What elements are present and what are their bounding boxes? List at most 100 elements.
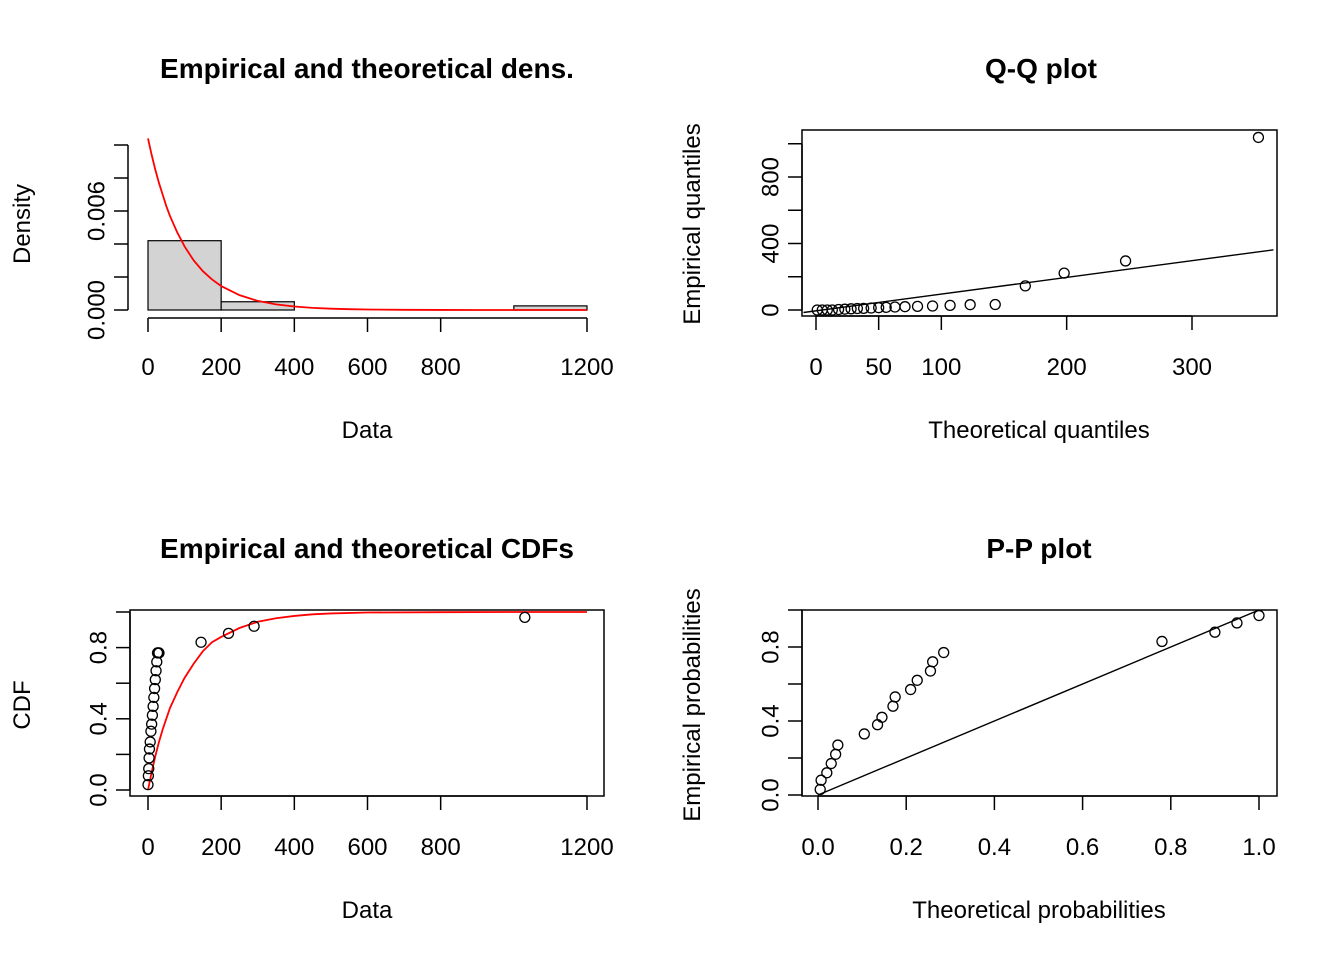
cdf-point	[145, 725, 157, 737]
pp-y-tick-label: 0.8	[757, 630, 784, 663]
density-xlabel: Data	[342, 417, 393, 444]
qq-point	[926, 300, 939, 312]
pp-y-tick-label: 0.0	[757, 778, 784, 811]
qq-y-tick-label: 800	[757, 157, 784, 197]
qq-point	[911, 300, 924, 312]
qq-title: Q-Q plot	[985, 53, 1097, 84]
qq-point	[845, 303, 857, 315]
pp-point	[924, 665, 937, 677]
density-y-tick-label: 0.006	[83, 181, 110, 241]
pp-point	[832, 739, 844, 751]
pp-point	[911, 674, 923, 686]
qq-xlabel: Theoretical quantiles	[928, 417, 1149, 444]
cdf-point	[146, 718, 158, 730]
qq-ylabel: Empirical quantiles	[679, 123, 706, 324]
qq-point	[1019, 280, 1031, 292]
pp-point	[876, 711, 888, 723]
pp-xlabel: Theoretical probabilities	[912, 897, 1165, 924]
qq-point	[857, 302, 870, 314]
cdf-point	[148, 691, 160, 704]
pp-plot-box	[801, 609, 1278, 797]
cdf-point	[148, 682, 161, 695]
pp-x-tick-label: 0.6	[1066, 834, 1099, 861]
cdf-point	[153, 647, 165, 659]
cdf-point	[142, 770, 155, 782]
cdf-panel: Empirical and theoretical CDFs Data CDF …	[9, 533, 614, 924]
cdf-plot-area: 0 200 400 600 800 1200 0.0 0.4 0.8	[85, 609, 614, 861]
pp-y-tick-label: 0.4	[757, 704, 784, 737]
cdf-xlabel: Data	[342, 897, 393, 924]
qq-point	[826, 304, 838, 316]
cdf-x-tick-label: 1200	[560, 834, 613, 861]
density-title: Empirical and theoretical dens.	[160, 53, 574, 84]
pp-point	[1253, 609, 1265, 622]
pp-panel: P-P plot Theoretical probabilities Empir…	[679, 533, 1278, 924]
cdf-x-tick-label: 200	[201, 834, 241, 861]
pp-point	[904, 683, 917, 696]
cdf-x-tick-label: 0	[141, 834, 154, 861]
cdf-x-tick-label: 400	[274, 834, 314, 861]
pp-point	[821, 767, 833, 779]
density-x-tick-label: 600	[347, 354, 387, 381]
pp-point	[1156, 635, 1168, 648]
cdf-point	[248, 620, 260, 632]
qq-x-tick-label: 300	[1172, 354, 1212, 381]
cdf-theoretical-curve	[147, 611, 587, 791]
cdf-x-tick-label: 600	[347, 834, 387, 861]
pp-point	[1231, 617, 1243, 629]
qq-x-tick-label: 200	[1047, 354, 1087, 381]
qq-point	[899, 301, 911, 313]
qq-point	[944, 299, 956, 311]
qq-point	[865, 302, 877, 314]
cdf-point	[150, 665, 162, 677]
pp-line-group	[817, 610, 1261, 796]
cdf-y-tick-label: 0.8	[85, 631, 112, 664]
cdf-point	[147, 700, 159, 712]
qq-x-tick-label: 0	[809, 354, 822, 381]
cdf-title: Empirical and theoretical CDFs	[160, 533, 574, 564]
pp-point	[887, 700, 899, 712]
cdf-y-tick-label: 0.0	[85, 773, 112, 806]
cdf-y-tick-label: 0.4	[85, 702, 112, 735]
qq-plot-area: 0 50 100 200 300 0 400 800	[757, 129, 1278, 381]
cdf-point	[142, 779, 154, 791]
cdf-x-tick-label: 800	[421, 834, 461, 861]
density-panel: Empirical and theoretical dens. Data Den…	[9, 53, 614, 444]
pp-x-tick-label: 0.0	[801, 834, 834, 861]
qq-point	[851, 302, 864, 315]
pp-title: P-P plot	[986, 533, 1091, 564]
pp-point	[927, 656, 939, 668]
histogram-bar	[147, 240, 222, 311]
cdf-point	[143, 762, 155, 775]
cdf-point	[143, 752, 155, 764]
pp-point	[858, 728, 870, 740]
density-x-tick-label: 800	[421, 354, 461, 381]
pp-point	[815, 774, 827, 786]
cdf-point	[149, 673, 161, 686]
density-y-tick-label: 0.000	[83, 280, 110, 340]
qq-point	[832, 303, 845, 316]
density-x-tick-label: 1200	[560, 354, 613, 381]
qq-point	[821, 304, 833, 316]
pp-x-tick-label: 0.4	[978, 834, 1011, 861]
qq-point	[1058, 267, 1070, 279]
qq-point	[989, 298, 1001, 311]
pp-point	[1209, 626, 1221, 638]
density-curve	[147, 138, 587, 311]
cdf-point	[143, 743, 156, 755]
qq-point	[873, 302, 885, 314]
density-curve-group	[147, 138, 587, 311]
pp-point	[871, 719, 884, 731]
qq-y-tick-label: 0	[757, 303, 784, 316]
density-ylabel: Density	[9, 184, 36, 264]
pp-x-tick-label: 0.2	[890, 834, 923, 861]
density-x-tick-label: 0	[141, 354, 154, 381]
pp-point	[825, 757, 837, 770]
pp-x-tick-label: 0.8	[1154, 834, 1187, 861]
qq-point	[839, 303, 851, 315]
qq-point	[1252, 131, 1265, 144]
qq-y-tick-label: 400	[757, 223, 784, 263]
qq-x-tick-label: 50	[865, 354, 892, 381]
qq-panel: Q-Q plot Theoretical quantiles Empirical…	[679, 53, 1278, 444]
